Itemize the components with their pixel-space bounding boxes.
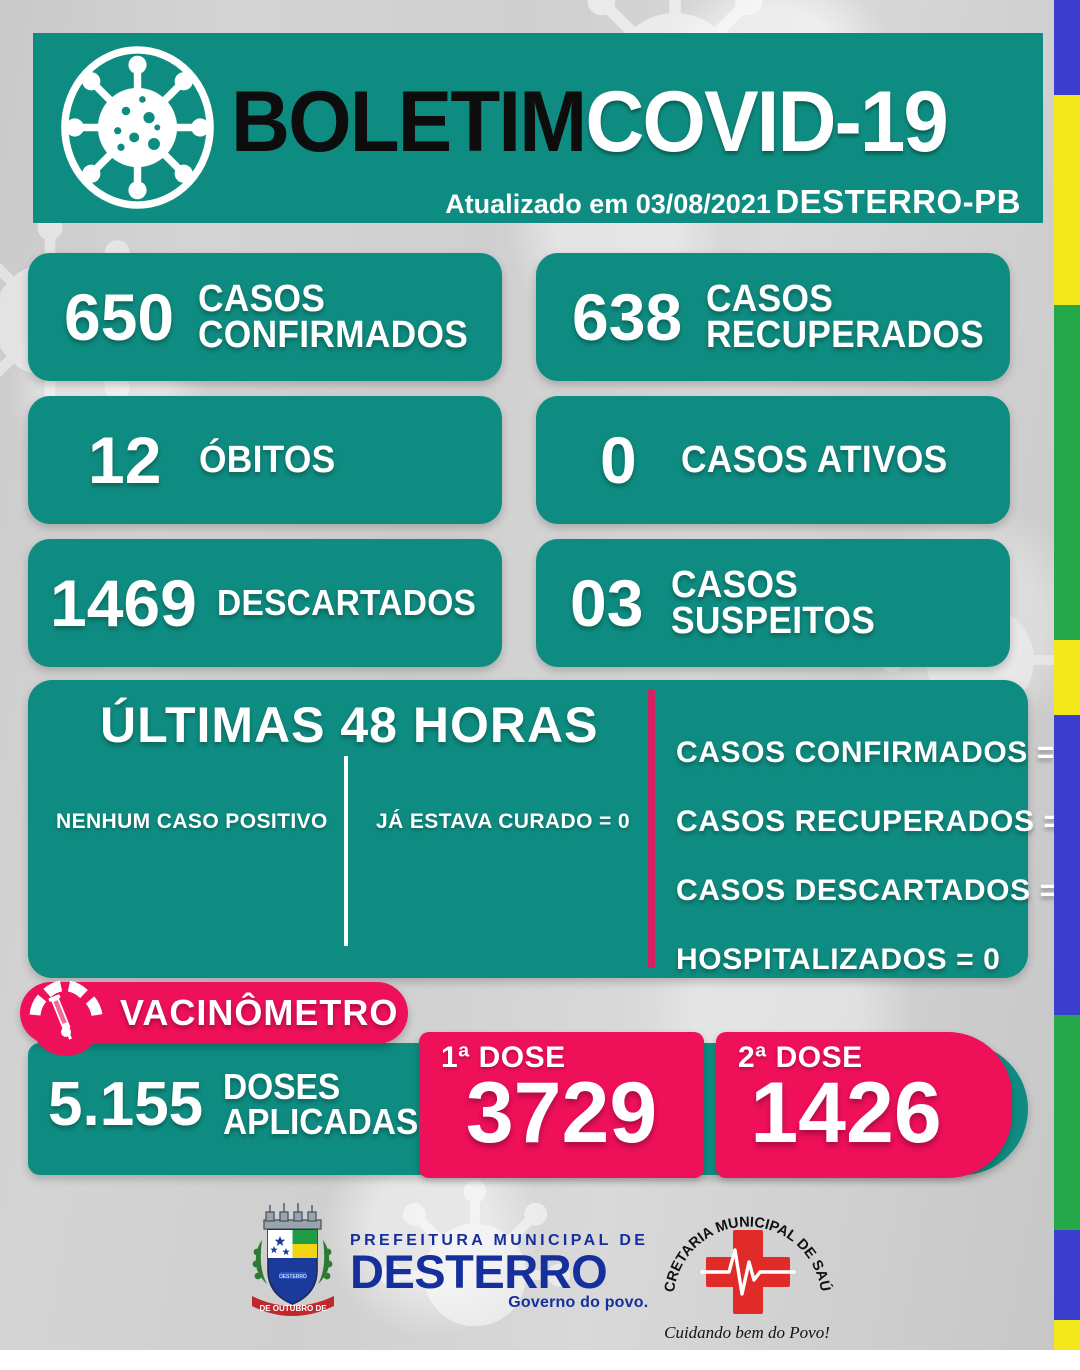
doses-total-group: 5.155 DOSES APLICADAS bbox=[48, 1066, 433, 1142]
already-cured-note: JÁ ESTAVA CURADO = 0 bbox=[376, 810, 631, 833]
doses-total-value: 5.155 bbox=[48, 1069, 204, 1139]
panel-title: ÚLTIMAS 48 HORAS bbox=[100, 697, 599, 753]
strip-segment bbox=[1054, 0, 1080, 95]
page-title: BOLETIMCOVID-19 bbox=[231, 79, 949, 165]
stat-card-casos-confirmados[interactable]: 650 CASOS CONFIRMADOS bbox=[28, 253, 513, 381]
accent-bar bbox=[1003, 402, 1021, 518]
prefecture-line3: Governo do povo. bbox=[508, 1294, 649, 1312]
strip-segment bbox=[1054, 95, 1080, 305]
health-tagline: Cuidando bem do Povo! bbox=[664, 1323, 830, 1342]
list-item: CASOS RECUPERADOS = 02 bbox=[676, 805, 1080, 838]
desterro-coat-of-arms-icon: DESTERRO DE OUTUBRO DE bbox=[240, 1196, 345, 1331]
stat-card-casos-recuperados[interactable]: 638 CASOS RECUPERADOS bbox=[536, 253, 1021, 381]
vacinometro-label: VACINÔMETRO bbox=[120, 992, 399, 1033]
white-divider bbox=[344, 756, 348, 946]
stat-card-casos-suspeitos[interactable]: 03 CASOS SUSPEITOS bbox=[536, 539, 1021, 667]
stat-value: 1469 bbox=[50, 566, 197, 640]
updated-line: Atualizado em 03/08/2021 DESTERRO-PB bbox=[445, 185, 1021, 218]
red-cross-heartbeat-icon: SECRETARIA MUNICIPAL DE SAÚDE Cuidando b… bbox=[635, 1180, 855, 1352]
stat-label: CASOS RECUPERADOS bbox=[706, 277, 985, 356]
crest-ribbon-text: DE OUTUBRO DE bbox=[259, 1304, 327, 1313]
stat-label: DESCARTADOS bbox=[216, 581, 476, 623]
stat-card-descartados[interactable]: 1469 DESCARTADOS bbox=[28, 539, 513, 667]
dose-value: 1426 bbox=[750, 1065, 942, 1161]
list-item: CASOS DESCARTADOS = 01 bbox=[676, 874, 1080, 907]
footer: DESTERRO DE OUTUBRO DE PREFEITURA MUNICI… bbox=[0, 1180, 1080, 1352]
svg-text:DESTERRO: DESTERRO bbox=[279, 1274, 307, 1280]
last-48-stats-list: CASOS CONFIRMADOS = 0 CASOS RECUPERADOS … bbox=[676, 736, 1080, 1014]
location-label: DESTERRO-PB bbox=[775, 183, 1021, 220]
vaccine-gauge-icon bbox=[16, 970, 116, 1058]
prefecture-wordmark: PREFEITURA MUNICIPAL DE DESTERRO Governo… bbox=[350, 1232, 648, 1312]
stat-label: CASOS SUSPEITOS bbox=[671, 563, 876, 642]
prefecture-line2: DESTERRO bbox=[350, 1245, 608, 1298]
stat-value: 03 bbox=[570, 566, 644, 640]
prefecture-line1: PREFEITURA MUNICIPAL DE bbox=[350, 1232, 649, 1249]
dose-label: 1ª DOSE bbox=[441, 1041, 566, 1074]
stat-label: CASOS ATIVOS bbox=[680, 438, 948, 481]
strip-segment bbox=[1054, 305, 1080, 640]
last-48-hours-panel: ÚLTIMAS 48 HORAS NENHUM CASO POSITIVO JÁ… bbox=[28, 680, 1080, 978]
coronavirus-icon bbox=[55, 45, 220, 210]
stat-value: 0 bbox=[600, 423, 637, 497]
title-boletim: BOLETIM bbox=[231, 74, 587, 170]
accent-bar bbox=[495, 259, 513, 375]
strip-segment bbox=[1054, 1015, 1080, 1230]
pink-divider bbox=[648, 690, 655, 968]
stat-label: ÓBITOS bbox=[199, 438, 336, 481]
strip-segment bbox=[1054, 640, 1080, 715]
list-item: HOSPITALIZADOS = 0 bbox=[676, 943, 1001, 976]
strip-segment bbox=[1054, 1230, 1080, 1320]
accent-bar bbox=[1003, 545, 1021, 661]
stat-card-casos-ativos[interactable]: 0 CASOS ATIVOS bbox=[536, 396, 1021, 524]
stat-value: 12 bbox=[88, 423, 162, 497]
vacinometro-badge[interactable]: VACINÔMETRO bbox=[20, 980, 408, 1056]
strip-segment bbox=[1054, 715, 1080, 1015]
list-item: CASOS CONFIRMADOS = 0 bbox=[676, 736, 1080, 769]
updated-date: Atualizado em 03/08/2021 bbox=[445, 189, 771, 219]
accent-bar bbox=[495, 545, 513, 661]
stat-value: 650 bbox=[64, 280, 175, 354]
stat-label: CASOS CONFIRMADOS bbox=[198, 277, 469, 356]
dose-value: 3729 bbox=[465, 1065, 658, 1161]
dose-label: 2ª DOSE bbox=[738, 1041, 863, 1074]
doses-total-label: DOSES APLICADAS bbox=[223, 1066, 419, 1142]
dose-card-second[interactable]: 2ª DOSE 1426 bbox=[716, 1032, 1012, 1178]
title-covid: COVID-19 bbox=[585, 74, 949, 170]
no-positive-case-note: NENHUM CASO POSITIVO bbox=[56, 810, 328, 833]
side-color-strip bbox=[1054, 0, 1080, 1350]
dose-card-first[interactable]: 1ª DOSE 3729 bbox=[419, 1032, 704, 1178]
header-banner: BOLETIMCOVID-19 Atualizado em 03/08/2021… bbox=[33, 33, 1043, 223]
strip-segment bbox=[1054, 1320, 1080, 1350]
stat-value: 638 bbox=[572, 280, 683, 354]
accent-bar bbox=[495, 402, 513, 518]
stat-card-obitos[interactable]: 12 ÓBITOS bbox=[28, 396, 513, 524]
accent-bar bbox=[1003, 259, 1021, 375]
